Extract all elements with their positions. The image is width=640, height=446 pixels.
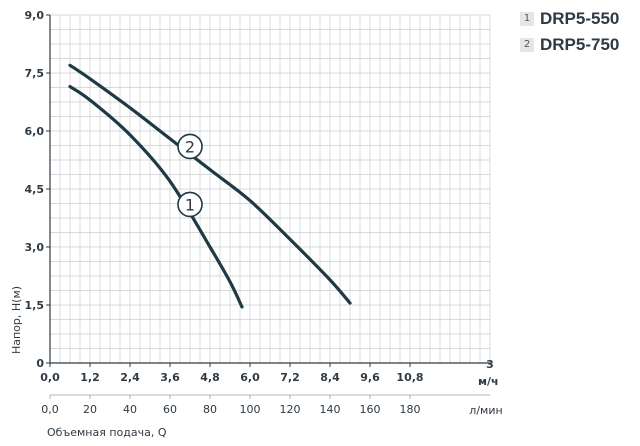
x-tick-label-bottom: 0,0 <box>41 403 59 416</box>
y-tick-label: 9,0 <box>25 9 45 22</box>
x-tick-label-top: 4,8 <box>200 371 220 384</box>
series-layer: 12 <box>68 63 352 309</box>
x-tick-label-top: 2,4 <box>120 371 140 384</box>
x-tick-label-top: 6,0 <box>240 371 260 384</box>
curve-marker-label-2: 2 <box>185 137 195 156</box>
x-tick-label-top: 9,6 <box>360 371 380 384</box>
x-tick-label-bottom: 60 <box>163 403 177 416</box>
grid <box>49 14 491 364</box>
legend-item-2: 2 DRP5-750 <box>520 34 638 56</box>
legend-number-2: 2 <box>520 38 534 52</box>
y-tick-label: 0 <box>36 357 44 370</box>
tick-labels: 0 1,5 3,0 4,5 6,0 7,5 9,0 0,0 1,2 2,4 3,6 4,8 6,0 7,2… <box>25 9 424 416</box>
curve-marker-2 <box>177 133 203 160</box>
legend-item-1: 1 DRP5-550 <box>520 8 638 30</box>
x-tick-label-bottom: 180 <box>400 403 421 416</box>
x-tick-label-top: 8,4 <box>320 371 340 384</box>
series-line-1 <box>68 84 244 309</box>
y-tick-label: 7,5 <box>25 67 45 80</box>
x-tick-label-bottom: 80 <box>203 403 217 416</box>
y-tick-label: 1,5 <box>25 299 45 312</box>
y-tick-label: 3,0 <box>25 241 45 254</box>
x-tick-label-bottom: 20 <box>83 403 97 416</box>
x-unit-top-sup: 3 <box>486 358 494 371</box>
x-unit-top: м/ч <box>478 375 499 388</box>
curve-marker-label-1: 1 <box>185 195 195 214</box>
legend-label-1: DRP5-550 <box>540 9 620 28</box>
x-tick-label-top: 3,6 <box>160 371 180 384</box>
x-tick-label-top: 0,0 <box>40 371 60 384</box>
legend-label-2: DRP5-750 <box>540 35 620 54</box>
x-tick-label-bottom: 160 <box>360 403 381 416</box>
x-tick-label-bottom: 100 <box>240 403 261 416</box>
legend-number-1: 1 <box>520 12 534 26</box>
x-unit-bottom: л/мин <box>469 404 502 417</box>
x-tick-label-bottom: 40 <box>123 403 137 416</box>
x-tick-label-top: 7,2 <box>280 371 300 384</box>
y-tick-label: 6,0 <box>25 125 45 138</box>
y-tick-label: 4,5 <box>25 183 45 196</box>
x-tick-label-top: 1,2 <box>80 371 100 384</box>
y-axis-label: Напор, H(м) <box>10 286 23 354</box>
x-tick-label-bottom: 120 <box>280 403 301 416</box>
curve-marker-1 <box>177 191 203 218</box>
x-tick-label-bottom: 140 <box>320 403 341 416</box>
x-axis-label: Объемная подача, Q <box>47 426 167 439</box>
x-tick-label-top: 10,8 <box>396 371 423 384</box>
series-line-2 <box>68 63 352 305</box>
